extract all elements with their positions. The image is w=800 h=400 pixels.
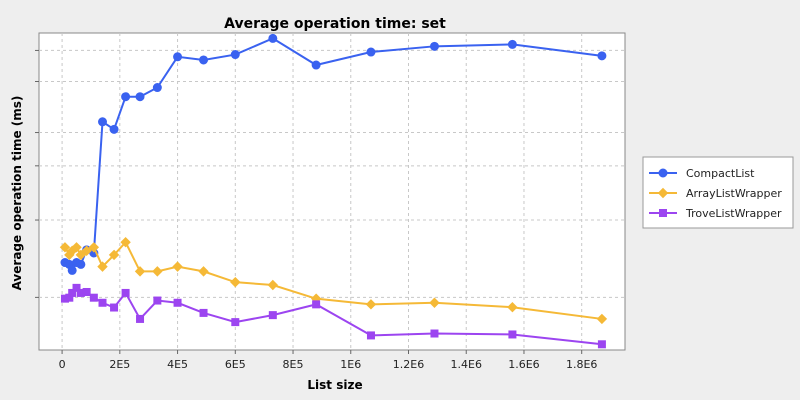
circle-marker bbox=[507, 39, 517, 49]
circle-marker bbox=[429, 41, 439, 51]
square-marker bbox=[136, 314, 145, 323]
legend-label: CompactList bbox=[686, 167, 755, 180]
plot-area bbox=[38, 32, 626, 351]
circle-marker bbox=[152, 83, 162, 93]
x-tick-label: 1E6 bbox=[340, 358, 361, 371]
square-marker bbox=[268, 311, 277, 320]
x-tick-label: 1.4E6 bbox=[451, 358, 482, 371]
legend-label: ArrayListWrapper bbox=[686, 187, 782, 200]
diamond-marker bbox=[657, 187, 669, 199]
square-marker bbox=[659, 209, 667, 217]
grid bbox=[39, 33, 625, 350]
square-marker bbox=[199, 308, 208, 317]
diamond-marker bbox=[59, 242, 71, 253]
x-tick-label: 4E5 bbox=[167, 358, 188, 371]
square-marker bbox=[231, 318, 240, 327]
legend-label: TroveListWrapper bbox=[685, 207, 782, 220]
diamond-marker bbox=[267, 279, 279, 291]
x-axis: 0 2E5 4E5 6E5 8E5 1E6 1.2E6 1.4E6 1.6E6 1.8E6 bbox=[59, 350, 597, 371]
legend-item: ArrayListWrapper bbox=[649, 187, 782, 200]
diamond-marker bbox=[172, 261, 183, 272]
diamond-marker bbox=[198, 266, 209, 277]
circle-marker bbox=[135, 92, 145, 102]
diamond-marker bbox=[429, 297, 440, 308]
diamond-marker bbox=[507, 301, 518, 313]
circle-marker bbox=[366, 47, 376, 57]
diamond-marker bbox=[75, 249, 87, 261]
series-TroveListWrapper bbox=[60, 283, 606, 349]
square-marker bbox=[121, 288, 130, 297]
y-axis-label: Average operation time (ms) bbox=[10, 96, 24, 291]
x-tick-label: 0 bbox=[59, 358, 66, 371]
x-tick-label: 1.8E6 bbox=[566, 358, 597, 371]
diamond-marker bbox=[134, 266, 146, 277]
circle-marker bbox=[311, 60, 321, 70]
square-marker bbox=[597, 340, 606, 349]
square-marker bbox=[508, 330, 517, 339]
x-tick-label: 1.2E6 bbox=[393, 358, 424, 371]
diamond-marker bbox=[120, 237, 131, 248]
series-layer bbox=[59, 33, 608, 349]
circle-marker bbox=[109, 124, 119, 134]
diamond-marker bbox=[71, 242, 82, 253]
y-axis bbox=[35, 49, 39, 298]
legend: CompactList ArrayListWrapper TroveListWrap… bbox=[642, 156, 794, 229]
x-axis-label: List size bbox=[307, 378, 362, 392]
diamond-marker bbox=[596, 313, 608, 325]
square-marker bbox=[366, 331, 375, 340]
circle-marker bbox=[67, 265, 77, 275]
series-CompactList bbox=[60, 33, 607, 275]
square-marker bbox=[89, 293, 98, 302]
x-tick-label: 1.6E6 bbox=[508, 358, 539, 371]
diamond-marker bbox=[88, 242, 100, 253]
diamond-marker bbox=[365, 299, 377, 310]
legend-items: CompactList ArrayListWrapper TroveListWrap… bbox=[649, 167, 782, 220]
circle-marker bbox=[173, 52, 183, 62]
diamond-marker bbox=[97, 261, 108, 272]
diamond-marker bbox=[152, 266, 163, 277]
square-marker bbox=[430, 329, 439, 338]
circle-marker bbox=[121, 92, 131, 102]
x-tick-label: 2E5 bbox=[109, 358, 130, 371]
chart-title: Average operation time: set bbox=[224, 16, 446, 32]
square-marker bbox=[110, 303, 119, 312]
square-marker bbox=[153, 296, 162, 305]
square-marker bbox=[68, 288, 77, 297]
series-ArrayListWrapper bbox=[59, 237, 608, 325]
x-tick-label: 6E5 bbox=[225, 358, 246, 371]
diamond-marker bbox=[81, 245, 92, 256]
circle-marker bbox=[98, 117, 108, 127]
legend-item: TroveListWrapper bbox=[649, 207, 782, 220]
circle-marker bbox=[230, 50, 240, 60]
square-marker bbox=[312, 300, 321, 309]
circle-marker bbox=[597, 51, 607, 61]
circle-marker bbox=[658, 168, 668, 178]
diamond-marker bbox=[230, 276, 241, 288]
square-marker bbox=[98, 298, 107, 307]
circle-marker bbox=[199, 55, 209, 65]
square-marker bbox=[173, 298, 182, 307]
circle-marker bbox=[268, 33, 278, 43]
circle-marker bbox=[76, 259, 86, 269]
square-marker bbox=[82, 287, 91, 296]
diamond-marker bbox=[108, 249, 120, 261]
legend-item: CompactList bbox=[649, 167, 755, 180]
square-marker bbox=[72, 283, 81, 292]
x-tick-label: 8E5 bbox=[283, 358, 304, 371]
